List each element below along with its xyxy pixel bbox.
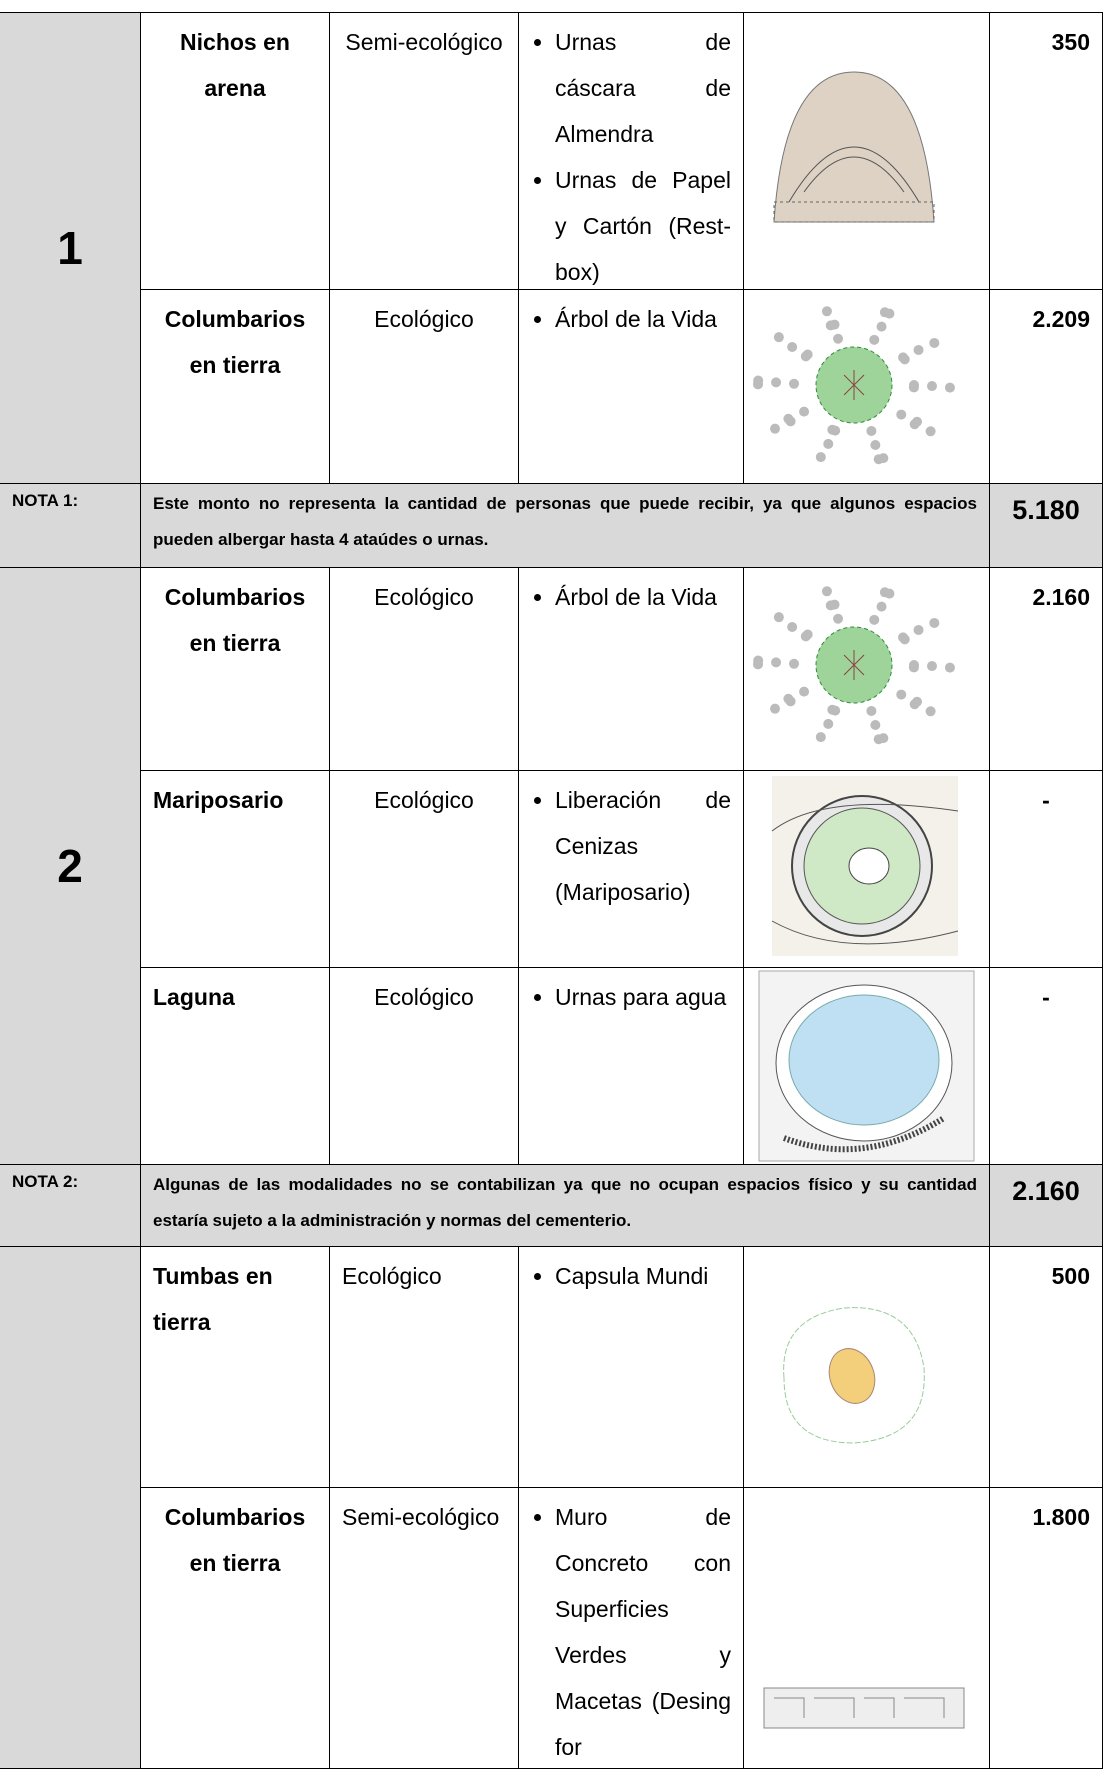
type-cell: Ecológico [330,968,519,1165]
bullet-item: Liberación de Cenizas (Mariposario) [555,777,731,915]
bullet-list: Muro de Concreto con Superficies Verdes … [531,1494,731,1768]
items-cell: Liberación de Cenizas (Mariposario) [519,771,744,968]
count-cell: - [990,968,1103,1165]
bullet-list: Capsula Mundi [531,1253,731,1299]
type-cell: Ecológico [330,1247,519,1488]
count-cell: 2.209 [990,290,1103,484]
name-cell: Nichos en arena [141,13,330,290]
count-cell: - [990,771,1103,968]
note-text: Algunas de las modalidades no se contabi… [141,1165,990,1247]
image-cell [744,1247,990,1488]
name-cell: Tumbas en tierra [141,1247,330,1488]
bullet-item: Muro de Concreto con Superficies Verdes … [555,1494,731,1768]
type-cell: Semi-ecológico [330,1488,519,1769]
illustration [773,70,935,222]
illustration [753,306,955,465]
image-cell [744,290,990,484]
note-text: Este monto no representa la cantidad de … [141,484,990,568]
name-cell: Columbarios en tierra [141,1488,330,1769]
type-cell: Ecológico [330,568,519,771]
image-cell [744,568,990,771]
note-label: NOTA 1: [0,484,141,568]
illustration [753,585,955,744]
bullet-list: Liberación de Cenizas (Mariposario) [531,777,731,915]
bullet-item: Urnas de cáscara de Almendra [555,19,731,157]
table-border [0,12,1103,13]
image-cell [744,1488,990,1769]
bullet-list: Árbol de la Vida [531,574,731,620]
bullet-item: Capsula Mundi [555,1253,731,1299]
bullet-item: Urnas de Papel y Cartón (Rest-box) [555,157,731,289]
zone-cell [0,1247,141,1769]
count-cell: 350 [990,13,1103,290]
name-cell: Columbarios en tierra [141,290,330,484]
note-count: 5.180 [990,484,1103,568]
count-cell: 1.800 [990,1488,1103,1769]
bullet-item: Árbol de la Vida [555,574,731,620]
items-cell: Urnas de cáscara de AlmendraUrnas de Pap… [519,13,744,290]
bullet-item: Urnas para agua [555,974,731,1020]
items-cell: Urnas para agua [519,968,744,1165]
image-cell [744,13,990,290]
illustration [763,1687,965,1729]
name-cell: Mariposario [141,771,330,968]
illustration [771,776,959,956]
image-cell [744,968,990,1165]
zone-cell: 1 [0,13,141,484]
name-cell: Laguna [141,968,330,1165]
items-cell: Árbol de la Vida [519,568,744,771]
image-cell [744,771,990,968]
type-cell: Semi-ecológico [330,13,519,290]
count-cell: 2.160 [990,568,1103,771]
bullet-item: Árbol de la Vida [555,296,731,342]
illustration [783,1306,925,1444]
items-cell: Muro de Concreto con Superficies Verdes … [519,1488,744,1769]
items-cell: Árbol de la Vida [519,290,744,484]
note-count: 2.160 [990,1165,1103,1247]
count-cell: 500 [990,1247,1103,1488]
zone-cell: 2 [0,568,141,1165]
items-cell: Capsula Mundi [519,1247,744,1488]
type-cell: Ecológico [330,771,519,968]
bullet-list: Urnas para agua [531,974,731,1020]
note-label: NOTA 2: [0,1165,141,1247]
illustration [758,970,975,1162]
bullet-list: Urnas de cáscara de AlmendraUrnas de Pap… [531,19,731,289]
bullet-list: Árbol de la Vida [531,296,731,342]
type-cell: Ecológico [330,290,519,484]
name-cell: Columbarios en tierra [141,568,330,771]
